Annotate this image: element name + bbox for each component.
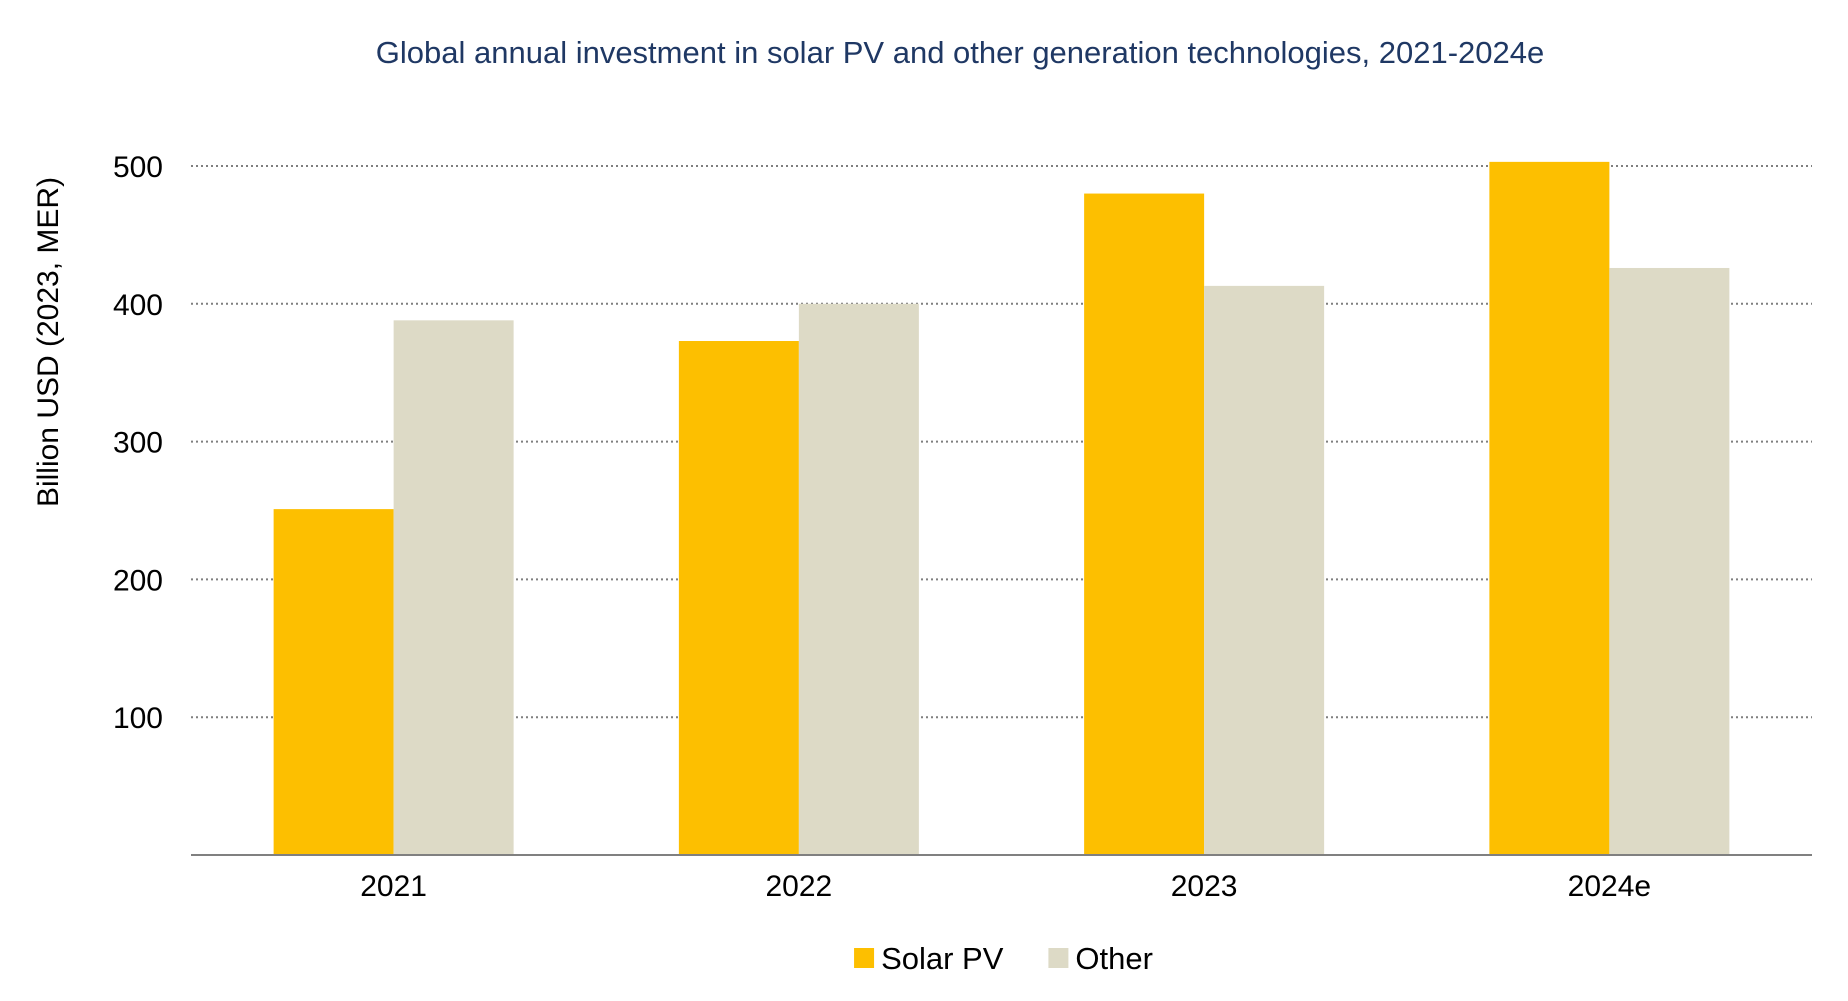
- bar-other-2022: [798, 303, 919, 855]
- legend-item-other: Other: [1048, 941, 1153, 976]
- legend-swatch: [854, 948, 875, 968]
- y-tick-label: 200: [113, 564, 163, 597]
- y-tick-label: 300: [113, 427, 163, 460]
- bar-other-2024e: [1609, 267, 1730, 855]
- bar-solar-pv-2021: [273, 509, 394, 855]
- y-tick-label: 500: [113, 151, 163, 184]
- legend-swatch: [1048, 948, 1069, 968]
- x-tick-label: 2021: [360, 870, 427, 903]
- y-tick-label: 100: [113, 702, 163, 735]
- bars: [273, 161, 1730, 856]
- bar-solar-pv-2024e: [1489, 161, 1610, 856]
- bar-other-2023: [1204, 285, 1325, 855]
- bar-solar-pv-2023: [1084, 193, 1205, 855]
- x-tick-label: 2022: [766, 870, 833, 903]
- legend-label: Solar PV: [881, 941, 1004, 976]
- x-tick-label: 2024e: [1568, 870, 1651, 903]
- legend-label: Other: [1075, 941, 1153, 976]
- y-axis-label: Billion USD (2023, MER): [32, 177, 65, 507]
- y-tick-labels: 100 200 300 400 500: [113, 151, 163, 735]
- bar-other-2021: [393, 320, 514, 855]
- chart-title: Global annual investment in solar PV and…: [376, 35, 1544, 70]
- y-tick-label: 400: [113, 289, 163, 322]
- legend-item-solar-pv: Solar PV: [854, 941, 1004, 976]
- bar-solar-pv-2022: [678, 341, 799, 856]
- x-tick-labels: 2021 2022 2023 2024e: [360, 870, 1651, 903]
- legend: Solar PV Other: [854, 941, 1153, 976]
- x-tick-label: 2023: [1171, 870, 1238, 903]
